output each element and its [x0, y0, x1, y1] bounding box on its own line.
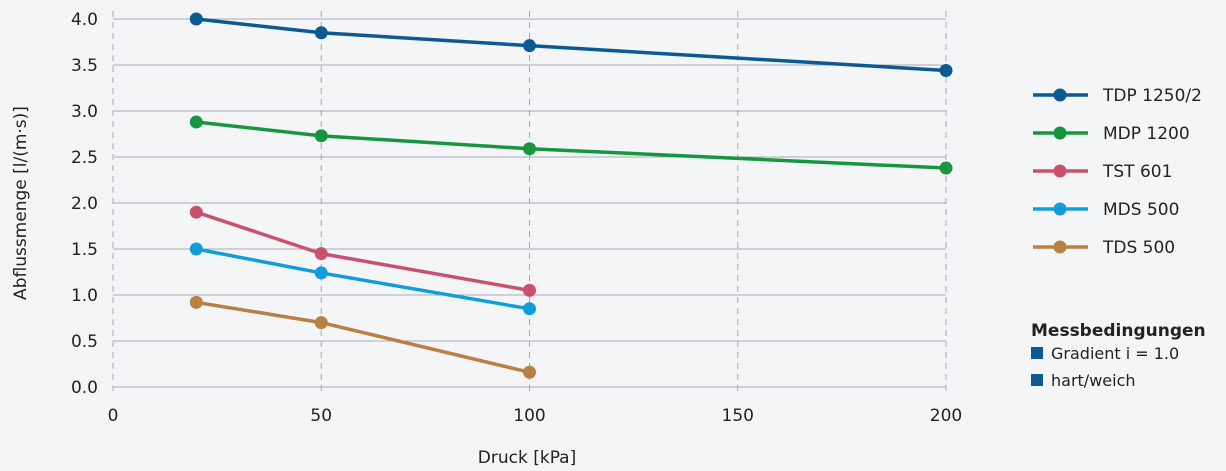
data-point	[939, 161, 953, 175]
x-tick-label: 100	[513, 406, 545, 426]
legend-marker	[1053, 88, 1067, 102]
condition-item: hart/weich	[1051, 371, 1136, 390]
data-point	[189, 242, 203, 256]
data-point	[523, 39, 536, 53]
grid	[112, 11, 947, 395]
data-point	[314, 26, 328, 40]
x-tick-label: 200	[930, 406, 962, 426]
y-tick-label: 1.0	[71, 286, 98, 306]
data-point	[314, 266, 328, 280]
data-point	[314, 129, 328, 143]
y-tick-label: 1.5	[71, 240, 98, 260]
data-point	[523, 302, 536, 316]
y-tick-label: 4.0	[71, 10, 98, 30]
data-point	[314, 316, 328, 330]
x-axis-ticks: 0 50 100 150 200	[108, 406, 963, 426]
legend-label: MDP 1200	[1103, 124, 1190, 144]
legend-label: TDP 1250/2	[1102, 86, 1202, 106]
legend-marker	[1053, 126, 1067, 140]
legend-label: MDS 500	[1103, 200, 1179, 220]
legend: TDP 1250/2 MDP 1200 TST 601 MDS 500 TDS 500	[1033, 86, 1202, 258]
data-point	[523, 283, 536, 297]
series-lines	[189, 12, 953, 379]
x-tick-label: 50	[310, 406, 332, 426]
x-tick-label: 150	[722, 406, 754, 426]
condition-marker	[1031, 347, 1043, 359]
legend-marker	[1053, 202, 1067, 216]
series-line	[196, 17, 947, 73]
x-axis-title: Druck [kPa]	[478, 448, 576, 468]
y-tick-label: 2.5	[71, 148, 98, 168]
y-tick-label: 2.0	[71, 194, 98, 214]
condition-item: Gradient i = 1.0	[1051, 344, 1179, 363]
y-tick-label: 3.5	[71, 56, 98, 76]
y-tick-label: 0.5	[71, 332, 98, 352]
series-line	[195, 247, 530, 311]
condition-marker	[1031, 374, 1043, 386]
data-point	[189, 115, 203, 129]
data-point	[523, 365, 536, 379]
legend-label: TDS 500	[1102, 238, 1175, 258]
measurement-conditions: Messbedingungen Gradient i = 1.0 hart/we…	[1031, 321, 1206, 390]
y-axis-title: Abflussmenge [l/(m·s)]	[11, 106, 31, 300]
y-axis-ticks: 0.0 0.5 1.0 1.5 2.0 2.5 3.0 3.5 4.0	[71, 10, 98, 398]
data-point	[189, 295, 203, 309]
y-tick-label: 0.0	[71, 378, 98, 398]
x-tick-label: 0	[108, 406, 119, 426]
legend-marker	[1053, 164, 1067, 178]
legend-marker	[1053, 240, 1067, 254]
data-point	[189, 12, 203, 26]
y-tick-label: 3.0	[71, 102, 98, 122]
series-line	[196, 300, 530, 374]
data-point	[189, 205, 203, 219]
data-point	[523, 142, 536, 156]
legend-label: TST 601	[1102, 162, 1172, 182]
data-point	[939, 64, 953, 78]
conditions-title: Messbedingungen	[1031, 321, 1206, 341]
data-point	[314, 247, 328, 261]
series-line	[196, 120, 947, 170]
